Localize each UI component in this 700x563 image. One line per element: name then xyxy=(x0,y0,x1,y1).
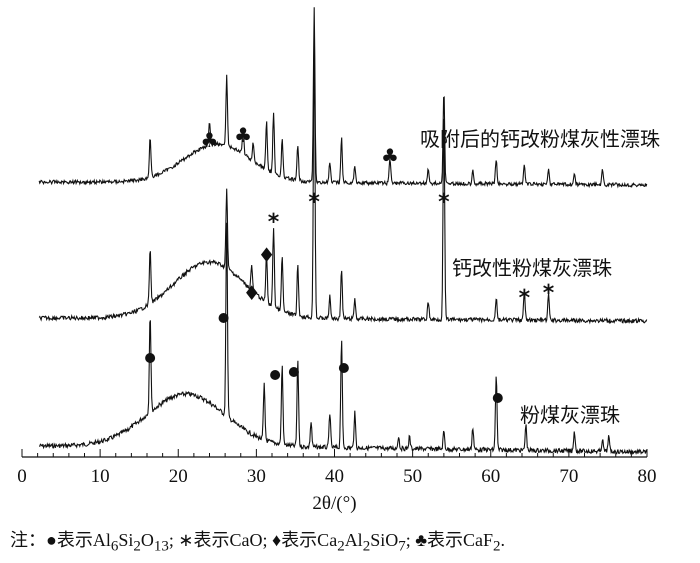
series-label-1: 粉煤灰漂珠 xyxy=(520,403,620,427)
trace-group xyxy=(38,7,648,455)
note-text-2: 表示CaO; xyxy=(193,530,272,550)
series-label-group: 粉煤灰漂珠 钙改性粉煤灰漂珠 吸附后的钙改粉煤灰性漂珠 xyxy=(420,127,660,427)
series-label-2: 钙改性粉煤灰漂珠 xyxy=(452,256,612,280)
dot-marker xyxy=(338,363,349,373)
asterisk-marker: * xyxy=(268,210,280,235)
club-marker: ♣ xyxy=(201,128,219,152)
trace-1 xyxy=(38,222,648,455)
x-tick-label: 70 xyxy=(559,466,578,487)
x-tick-label: 80 xyxy=(638,466,657,487)
dot-marker xyxy=(492,393,503,403)
diamond-marker: ♦ xyxy=(243,281,261,305)
asterisk-marker: * xyxy=(438,190,450,215)
dot-marker xyxy=(288,367,299,377)
dot-marker xyxy=(145,353,156,363)
asterisk-marker: * xyxy=(308,190,320,215)
trace-3 xyxy=(38,7,648,189)
dot-marker xyxy=(270,370,281,380)
marker-group: * * * * * ♦ ♦ ♣ ♣ ♣ xyxy=(145,123,555,403)
trace-2 xyxy=(38,29,648,325)
club-marker: ♣ xyxy=(381,144,399,168)
x-tick-label: 60 xyxy=(481,466,500,487)
asterisk-marker: * xyxy=(543,281,555,306)
dot-marker xyxy=(218,313,229,323)
x-tick-label: 10 xyxy=(91,466,110,487)
x-tick-label: 20 xyxy=(169,466,188,487)
note-diamond-symbol: ♦ xyxy=(272,530,282,550)
x-tick-label: 40 xyxy=(325,466,344,487)
note-asterisk-symbol: ∗ xyxy=(178,530,194,550)
series-label-3: 吸附后的钙改粉煤灰性漂珠 xyxy=(420,127,660,151)
x-tick-label: 30 xyxy=(247,466,266,487)
note-club-symbol: ♣ xyxy=(415,530,428,550)
note-text-1: 表示Al6Si2O13; xyxy=(56,530,179,555)
note-prefix: 注： xyxy=(10,530,46,550)
x-axis: 0 10 20 30 40 50 60 70 80 2θ/(°) xyxy=(17,449,657,514)
note-dot-symbol: ● xyxy=(46,530,57,550)
note-text-3: 表示Ca2Al2SiO7; xyxy=(281,530,416,555)
asterisk-marker: * xyxy=(519,286,531,311)
chart-note: 注：●表示Al6Si2O13; ∗表示CaO; ♦表示Ca2Al2SiO7; ♣… xyxy=(10,526,700,556)
diamond-marker: ♦ xyxy=(258,243,276,267)
club-marker: ♣ xyxy=(234,123,252,147)
x-tick-label: 50 xyxy=(403,466,422,487)
x-axis-title: 2θ/(°) xyxy=(312,493,356,514)
note-text-4: 表示CaF2. xyxy=(427,530,506,555)
x-tick-label: 0 xyxy=(17,466,27,487)
